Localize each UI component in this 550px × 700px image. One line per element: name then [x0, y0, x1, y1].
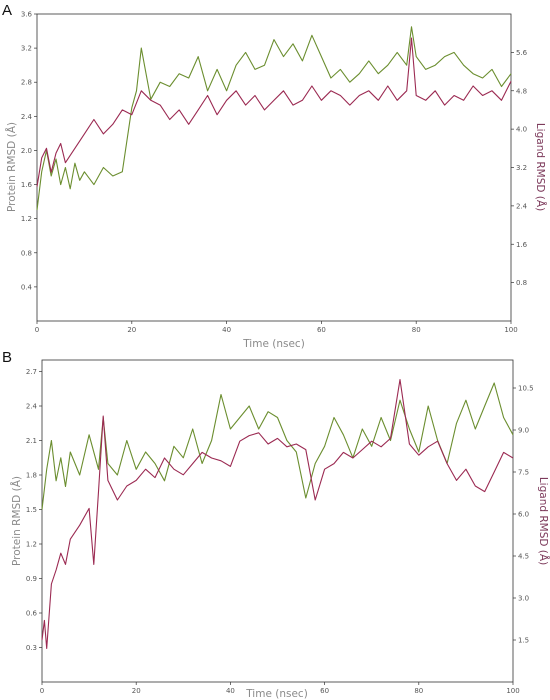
x-axis-title-a: Time (nsec): [242, 338, 305, 350]
y-tick-left-label: 2.0: [21, 147, 32, 155]
y-tick-right-label: 1.6: [516, 241, 528, 249]
y-tick-left-label: 0.9: [26, 575, 37, 583]
panel-b: B 0.3 0.6 0.9 1.2 1.5 1.8 2.1 2.4 2.7 1.5 3.0 4.5 6…: [2, 349, 550, 700]
x-tick-label: 80: [412, 326, 421, 334]
y-tick-left-label: 3.2: [21, 45, 32, 53]
y-ticks-right-a: 0.8 1.6 2.4 3.2 4.0 4.8 5.6: [511, 49, 528, 287]
y-tick-right-label: 4.0: [516, 126, 527, 134]
y-tick-right-label: 7.5: [518, 469, 529, 477]
y-ticks-left-a: 0.4 0.8 1.2 1.6 2.0 2.4 2.8 3.2 3.6: [21, 11, 37, 291]
x-tick-label: 80: [414, 687, 423, 695]
y-tick-left-label: 1.8: [26, 472, 37, 480]
x-tick-label: 60: [317, 326, 326, 334]
x-tick-label: 40: [222, 326, 231, 334]
y-axis-title-left-b: Protein RMSD (Å): [10, 476, 23, 566]
x-tick-label: 20: [127, 326, 136, 334]
y-tick-right-label: 2.4: [516, 202, 528, 210]
y-tick-right-label: 1.5: [518, 637, 529, 645]
y-tick-left-label: 3.6: [21, 11, 33, 19]
y-axis-title-left-a: Protein RMSD (Å): [5, 122, 18, 212]
y-tick-left-label: 2.7: [26, 368, 37, 376]
y-tick-right-label: 3.0: [518, 595, 529, 603]
y-tick-right-label: 4.5: [518, 553, 529, 561]
y-tick-right-label: 0.8: [516, 279, 527, 287]
series-layer-b: [41, 379, 514, 649]
x-axis-title-b: Time (nsec): [245, 688, 308, 700]
y-tick-left-label: 1.2: [21, 215, 32, 223]
y-tick-left-label: 2.8: [21, 79, 32, 87]
panel-a: A 0.4 0.8 1.2 1.6 2.0 2.4 2.8 3.2 3.6 0.8 1.6 2.4 3…: [2, 2, 547, 350]
y-tick-left-label: 2.4: [26, 403, 38, 411]
panel-label-a: A: [2, 2, 12, 19]
y-tick-right-label: 9.0: [518, 427, 529, 435]
y-tick-right-label: 3.2: [516, 164, 527, 172]
y-tick-left-label: 0.3: [26, 644, 37, 652]
y-tick-left-label: 0.6: [26, 610, 38, 618]
y-tick-right-label: 5.6: [516, 49, 528, 57]
y-tick-left-label: 0.8: [21, 249, 32, 257]
panel-label-b: B: [2, 349, 12, 366]
x-tick-label: 100: [506, 687, 519, 695]
protein-rmsd-line-b: [41, 382, 514, 510]
x-tick-label: 0: [40, 687, 44, 695]
y-ticks-right-b: 1.5 3.0 4.5 6.0 7.5 9.0 10.5: [513, 385, 534, 645]
y-tick-left-label: 1.5: [26, 506, 37, 514]
x-tick-label: 40: [226, 687, 235, 695]
y-axis-title-right-b: Ligand RMSD (Å): [537, 477, 550, 565]
y-axis-title-right-a: Ligand RMSD (Å): [534, 123, 547, 211]
x-ticks-b: 0 20 40 60 80 100: [40, 682, 520, 695]
x-tick-label: 60: [320, 687, 329, 695]
y-tick-left-label: 0.4: [21, 283, 33, 291]
y-tick-right-label: 4.8: [516, 87, 527, 95]
x-ticks-a: 0 20 40 60 80 100: [35, 321, 518, 334]
y-tick-right-label: 6.0: [518, 511, 529, 519]
protein-rmsd-line-a: [36, 26, 512, 211]
y-tick-right-label: 10.5: [518, 385, 534, 393]
x-tick-label: 0: [35, 326, 39, 334]
series-layer-a: [36, 26, 512, 211]
y-ticks-left-b: 0.3 0.6 0.9 1.2 1.5 1.8 2.1 2.4 2.7: [26, 368, 42, 652]
y-tick-left-label: 1.2: [26, 541, 37, 549]
x-tick-label: 100: [504, 326, 517, 334]
y-tick-left-label: 2.1: [26, 437, 37, 445]
y-tick-left-label: 1.6: [21, 181, 33, 189]
plot-frame-a: [36, 13, 512, 322]
ligand-rmsd-line-a: [36, 37, 512, 187]
x-tick-label: 20: [132, 687, 141, 695]
plot-frame-b: [41, 359, 514, 683]
y-tick-left-label: 2.4: [21, 113, 33, 121]
ligand-rmsd-line-b: [41, 379, 514, 649]
